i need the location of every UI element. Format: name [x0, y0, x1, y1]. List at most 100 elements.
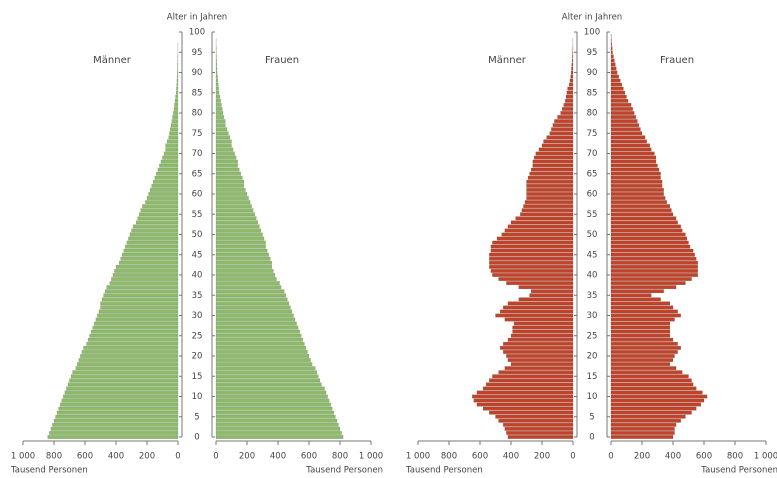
bar — [215, 167, 240, 172]
y-tick-label: 85 — [192, 88, 203, 98]
bar — [215, 179, 245, 184]
bar — [175, 94, 179, 99]
bar — [67, 382, 179, 387]
bar — [504, 228, 574, 233]
bar — [61, 398, 179, 403]
bar — [610, 422, 677, 427]
bar — [215, 281, 280, 286]
bar — [172, 115, 179, 119]
bar — [215, 333, 302, 338]
bar — [610, 151, 655, 156]
bar — [610, 90, 626, 95]
bar — [95, 317, 179, 322]
bar — [137, 216, 179, 221]
bar — [176, 82, 179, 87]
bar — [215, 119, 226, 124]
bar — [486, 382, 574, 387]
bar — [610, 54, 614, 59]
bar — [549, 131, 574, 136]
x-axis-label: Tausend Personen — [10, 466, 88, 476]
bar — [139, 212, 179, 217]
y-tick-label: 65 — [192, 169, 203, 179]
x-tick-label: 1 000 — [754, 452, 777, 462]
bar — [215, 236, 265, 241]
y-tick-label: 75 — [587, 129, 598, 139]
bar — [131, 228, 179, 233]
bar — [504, 366, 574, 371]
bar — [610, 123, 640, 128]
x-axis-label: Tausend Personen — [305, 466, 383, 476]
bar — [610, 143, 650, 148]
bar — [162, 155, 179, 160]
bar — [565, 98, 574, 103]
bar — [492, 240, 574, 245]
bar — [529, 171, 574, 176]
bar — [610, 171, 661, 176]
bar — [215, 313, 294, 318]
bar — [610, 192, 664, 196]
bar — [524, 200, 574, 205]
bar — [215, 414, 336, 419]
bar — [215, 224, 260, 229]
bar — [610, 329, 671, 334]
x-tick-label: 800 — [332, 452, 348, 462]
bar — [69, 378, 179, 383]
bar — [215, 98, 221, 103]
bar — [538, 147, 574, 152]
y-tick-label: 95 — [192, 48, 203, 58]
y-tick-label: 50 — [587, 230, 598, 240]
bar — [215, 273, 276, 277]
y-tick-label: 30 — [587, 311, 598, 321]
x-tick-label: 400 — [108, 452, 124, 462]
bar — [610, 111, 635, 115]
bar — [63, 394, 179, 399]
bar — [610, 374, 689, 379]
bar — [109, 281, 179, 286]
y-tick-label: 80 — [587, 109, 598, 119]
x-tick-label: 600 — [472, 452, 488, 462]
bar — [526, 179, 574, 184]
bar — [503, 305, 574, 310]
bar — [610, 435, 674, 439]
x-tick-label: 400 — [270, 452, 286, 462]
y-tick-label: 90 — [192, 68, 203, 78]
bar — [532, 159, 574, 164]
bar — [610, 297, 661, 302]
x-axis-label: Tausend Personen — [405, 466, 483, 476]
bar — [173, 107, 179, 111]
bar — [157, 167, 179, 172]
bar — [499, 345, 574, 350]
bar — [140, 208, 179, 213]
x-tick-label: 200 — [139, 452, 155, 462]
bar — [610, 378, 692, 383]
bar — [610, 256, 697, 261]
bar — [163, 151, 179, 156]
bar — [552, 123, 574, 128]
bar — [610, 431, 675, 435]
series-label: Männer — [93, 55, 132, 66]
bar — [159, 163, 179, 168]
bar — [473, 398, 574, 403]
bar — [546, 135, 574, 140]
bar — [215, 289, 285, 294]
bar — [50, 426, 179, 431]
bar — [174, 102, 179, 107]
bar — [610, 333, 671, 338]
bar — [610, 362, 671, 367]
y-tick-label: 30 — [192, 311, 203, 321]
bar — [610, 70, 618, 75]
bar — [498, 370, 574, 375]
bar — [215, 208, 254, 213]
bar — [527, 175, 574, 180]
bar — [610, 414, 686, 419]
bar — [215, 269, 274, 273]
bar — [610, 86, 624, 91]
y-tick-label: 50 — [192, 230, 203, 240]
bar — [215, 435, 344, 439]
bar — [104, 289, 179, 294]
bar — [215, 212, 255, 217]
bar — [149, 188, 179, 192]
bar — [492, 374, 574, 379]
bar — [215, 159, 238, 164]
bar — [507, 337, 574, 342]
